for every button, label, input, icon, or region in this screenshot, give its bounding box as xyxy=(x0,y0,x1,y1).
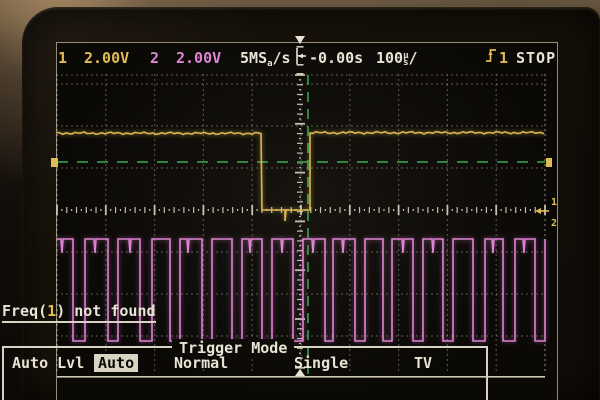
ch1-scale: 2.00V xyxy=(84,49,130,67)
message-channel-number: 1 xyxy=(47,302,57,320)
timebase: 100µ s/ xyxy=(376,49,418,68)
delay-reference-icon xyxy=(296,48,306,64)
measurement-message: Freq(1) not found xyxy=(2,302,156,323)
ch2-scale: 2.00V xyxy=(176,49,222,67)
svg-text:1: 1 xyxy=(551,197,557,208)
svg-text:2: 2 xyxy=(551,218,557,229)
ch1-number: 1 xyxy=(58,49,68,67)
trigger-source: 1 xyxy=(499,49,509,67)
trigger-mode-menu: Trigger Mode Auto Lvl Auto Normal Single TV xyxy=(2,339,488,400)
edge-trigger-icon xyxy=(486,49,496,62)
menu-item-auto-lvl[interactable]: Auto Lvl xyxy=(12,354,85,372)
sample-rate: 5MSa/s xyxy=(240,49,291,69)
menu-item-normal[interactable]: Normal xyxy=(174,354,229,372)
menu-title: Trigger Mode xyxy=(172,339,295,357)
run-state-badge: STOP xyxy=(516,49,557,67)
delay-value: -0.00s xyxy=(309,49,364,67)
menu-item-auto[interactable]: Auto xyxy=(94,354,139,372)
menu-item-tv[interactable]: TV xyxy=(414,354,433,372)
menu-item-single[interactable]: Single xyxy=(294,354,349,372)
ch2-number: 2 xyxy=(150,49,160,67)
